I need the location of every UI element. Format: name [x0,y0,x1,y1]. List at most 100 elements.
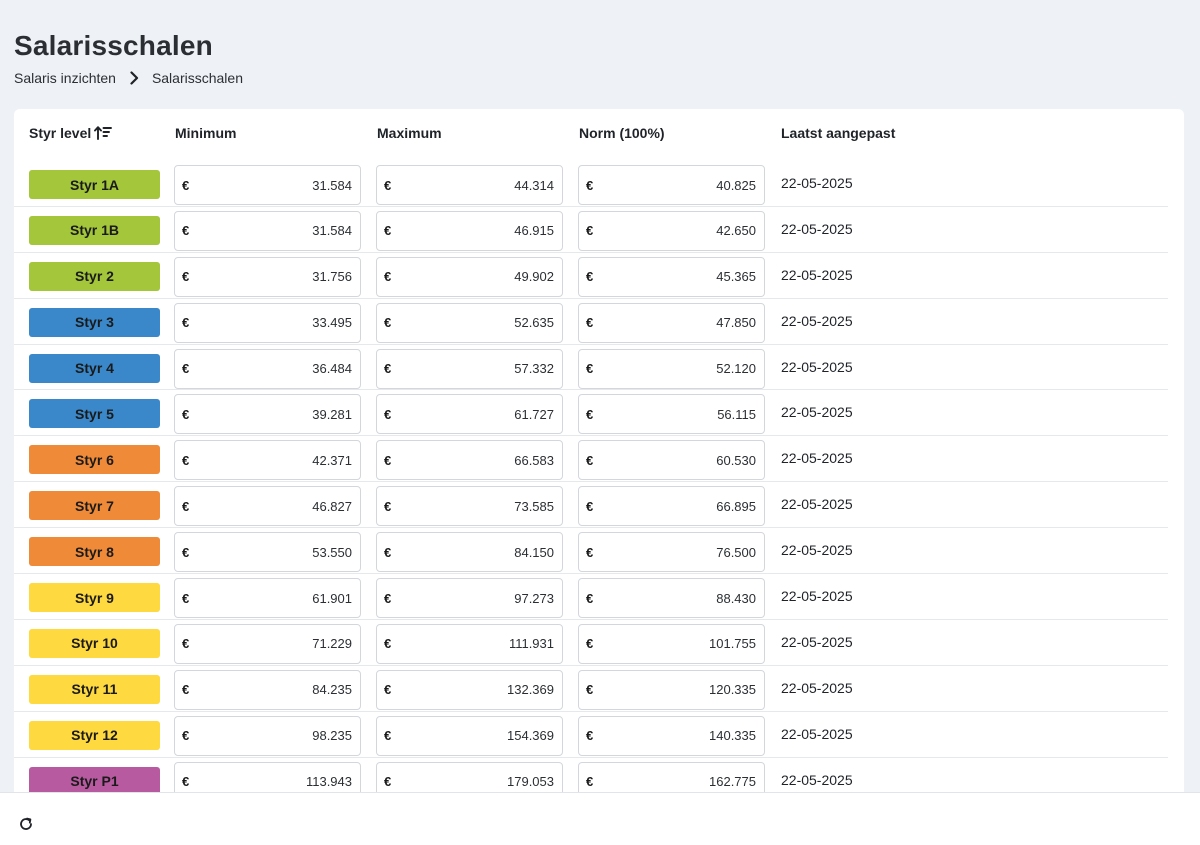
norm-input[interactable]: €60.530 [578,440,765,481]
minimum-input[interactable]: €36.484 [174,348,361,389]
minimum-input-value: 31.584 [312,177,352,193]
minimum-input[interactable]: €33.495 [174,302,361,343]
table-row: Styr 10 €71.229 €111.931 €101.755 22-05-2025 [14,620,1168,666]
currency-symbol: € [182,269,190,285]
maximum-input[interactable]: €154.369 [376,715,563,756]
minimum-input-value: 39.281 [312,406,352,422]
page-header: Salarisschalen Salaris inzichten Salaris… [14,30,243,86]
norm-input[interactable]: €42.650 [578,210,765,251]
norm-input[interactable]: €45.365 [578,256,765,297]
norm-input-value: 66.895 [716,498,756,514]
column-header-maximum: Maximum [377,125,442,141]
currency-symbol: € [384,315,392,331]
minimum-input[interactable]: €53.550 [174,532,361,573]
last-updated-date: 22-05-2025 [781,175,853,191]
salary-scales-table-card: Styr level Minimum Maximum Norm (100%) L… [14,109,1184,809]
sort-ascending-icon[interactable] [94,125,113,141]
norm-input[interactable]: €120.335 [578,669,765,710]
minimum-input[interactable]: €31.756 [174,256,361,297]
maximum-input-value: 179.053 [507,774,554,790]
minimum-input[interactable]: €71.229 [174,623,361,664]
maximum-input-value: 84.150 [514,544,554,560]
norm-input[interactable]: €66.895 [578,486,765,527]
currency-symbol: € [182,223,190,239]
last-updated-date: 22-05-2025 [781,725,853,742]
minimum-input[interactable]: €98.235 [174,715,361,756]
maximum-input-value: 49.902 [514,269,554,285]
last-updated-date: 22-05-2025 [781,771,853,788]
minimum-input[interactable]: €84.235 [174,669,361,710]
maximum-input-value: 66.583 [514,452,554,468]
currency-symbol: € [182,682,190,698]
minimum-input-value: 33.495 [312,315,352,331]
currency-symbol: € [586,406,594,422]
level-badge: Styr 3 [29,307,160,337]
norm-input[interactable]: €52.120 [578,348,765,389]
level-badge: Styr 10 [29,628,160,658]
table-row: Styr 3 €33.495 €52.635 €47.850 22-05-2025 [14,299,1168,345]
currency-symbol: € [586,636,594,652]
maximum-input[interactable]: €44.314 [376,165,563,205]
maximum-input-value: 52.635 [514,315,554,331]
maximum-input[interactable]: €111.931 [376,623,563,664]
currency-symbol: € [586,544,594,560]
maximum-input[interactable]: €49.902 [376,256,563,297]
norm-input[interactable]: €140.335 [578,715,765,756]
norm-input[interactable]: €40.825 [578,165,765,205]
maximum-input[interactable]: €66.583 [376,440,563,481]
maximum-input[interactable]: €61.727 [376,394,563,435]
currency-symbol: € [182,544,190,560]
currency-symbol: € [182,774,190,790]
table-row: Styr 6 €42.371 €66.583 €60.530 22-05-2025 [14,436,1168,483]
norm-input[interactable]: €47.850 [578,302,765,343]
currency-symbol: € [384,361,392,377]
norm-input-value: 140.335 [709,728,756,744]
breadcrumb-link-salaris-inzichten[interactable]: Salaris inzichten [14,70,116,86]
maximum-input-value: 154.369 [507,728,554,744]
table-row: Styr 8 €53.550 €84.150 €76.500 22-05-2025 [14,528,1168,575]
maximum-input[interactable]: €73.585 [376,486,563,527]
norm-input[interactable]: €56.115 [578,394,765,435]
minimum-input-value: 36.484 [312,361,352,377]
maximum-input[interactable]: €84.150 [376,532,563,573]
minimum-input-value: 113.943 [305,774,352,790]
minimum-input-value: 46.827 [312,498,352,514]
currency-symbol: € [586,315,594,331]
norm-input[interactable]: €101.755 [578,623,765,664]
last-updated-date: 22-05-2025 [781,404,853,421]
last-updated-date: 22-05-2025 [781,266,853,283]
maximum-input-value: 132.369 [507,682,554,698]
column-header-level[interactable]: Styr level [29,125,113,141]
table-row: Styr 7 €46.827 €73.585 €66.895 22-05-2025 [14,482,1168,529]
currency-symbol: € [384,544,392,560]
currency-symbol: € [586,498,594,514]
currency-symbol: € [182,498,190,514]
norm-input[interactable]: €88.430 [578,578,765,619]
column-header-updated: Laatst aangepast [781,125,896,141]
refresh-button[interactable] [14,814,38,838]
minimum-input-value: 84.235 [312,682,352,698]
maximum-input[interactable]: €52.635 [376,302,563,343]
minimum-input[interactable]: €61.901 [174,578,361,619]
norm-input[interactable]: €76.500 [578,532,765,573]
minimum-input[interactable]: €31.584 [174,165,361,205]
minimum-input[interactable]: €46.827 [174,486,361,527]
level-badge: Styr 2 [29,261,160,291]
maximum-input[interactable]: €97.273 [376,578,563,619]
minimum-input[interactable]: €39.281 [174,394,361,435]
currency-symbol: € [384,728,392,744]
maximum-input-value: 61.727 [514,406,554,422]
currency-symbol: € [586,361,594,377]
norm-input-value: 52.120 [716,361,756,377]
column-header-minimum: Minimum [175,125,237,141]
maximum-input[interactable]: €57.332 [376,348,563,389]
minimum-input[interactable]: €42.371 [174,440,361,481]
maximum-input[interactable]: €132.369 [376,669,563,710]
minimum-input[interactable]: €31.584 [174,210,361,251]
norm-input-value: 120.335 [709,682,756,698]
minimum-input-value: 71.229 [312,636,352,652]
maximum-input[interactable]: €46.915 [376,210,563,251]
table-row: Styr 1B €31.584 €46.915 €42.650 22-05-2025 [14,207,1168,253]
minimum-input-value: 31.584 [312,223,352,239]
refresh-icon [18,816,34,837]
